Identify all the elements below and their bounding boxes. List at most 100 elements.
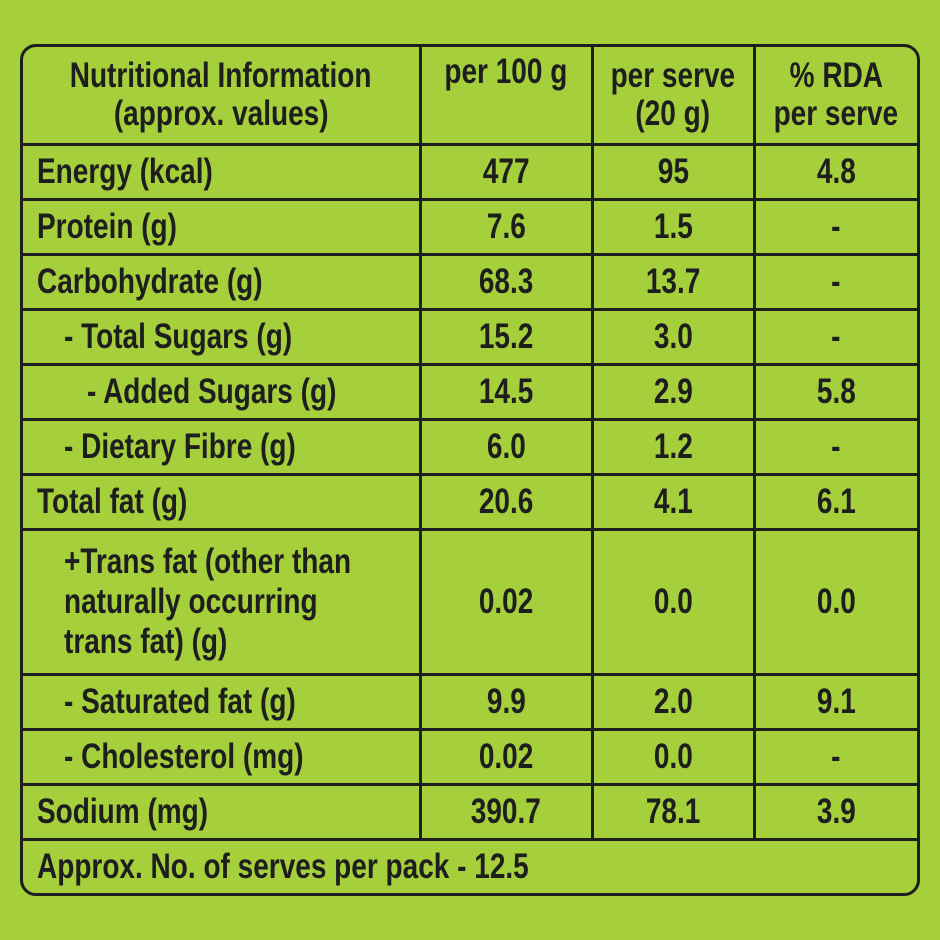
nutrient-label-line: Energy (kcal) — [37, 151, 213, 191]
header-perserve-line1: per serve — [610, 55, 736, 95]
footer-row: Approx. No. of serves per pack - 12.5 — [23, 839, 917, 893]
rda-value: - — [831, 736, 841, 776]
nutrient-label: - Saturated fat (g) — [23, 674, 422, 731]
per100-value: 0.02 — [478, 581, 534, 621]
per100-value: 9.9 — [486, 681, 526, 721]
rda-value-cell: 9.1 — [754, 674, 917, 731]
header-row: Nutritional Information (approx. values)… — [23, 47, 917, 146]
per100-value-cell: 6.0 — [420, 419, 594, 476]
perserve-value: 4.1 — [653, 481, 693, 521]
perserve-value: 0.0 — [653, 581, 693, 621]
per100-value-cell: 15.2 — [420, 309, 594, 366]
nutrient-label-line: +Trans fat (other than — [64, 541, 352, 581]
perserve-value-cell: 78.1 — [592, 784, 756, 841]
rda-value-cell: 6.1 — [754, 474, 917, 531]
table-row: Total fat (g) 20.6 4.1 6.1 — [23, 474, 917, 531]
nutrient-label-line: - Total Sugars (g) — [64, 316, 293, 356]
nutrient-label-line: trans fat) (g) — [64, 621, 228, 661]
rda-value-cell: 4.8 — [754, 144, 917, 201]
perserve-value-cell: 3.0 — [592, 309, 756, 366]
table-row: Sodium (mg) 390.7 78.1 3.9 — [23, 784, 917, 841]
nutrient-label-line: - Added Sugars (g) — [87, 371, 337, 411]
rda-value: 6.1 — [816, 481, 856, 521]
per100-value-cell: 477 — [420, 144, 594, 201]
perserve-value-cell: 13.7 — [592, 254, 756, 311]
table-row: Carbohydrate (g) 68.3 13.7 - — [23, 254, 917, 311]
nutrient-label: Total fat (g) — [23, 474, 422, 531]
perserve-value: 1.2 — [653, 426, 693, 466]
rda-value-cell: - — [754, 199, 917, 256]
rda-value-cell: 5.8 — [754, 364, 917, 421]
per100-value: 68.3 — [478, 261, 534, 301]
nutrient-label-line: Carbohydrate (g) — [37, 261, 263, 301]
table-row: - Dietary Fibre (g) 6.0 1.2 - — [23, 419, 917, 476]
header-nutrient: Nutritional Information (approx. values) — [23, 47, 422, 146]
rda-value: - — [831, 316, 841, 356]
nutrient-label-line: Total fat (g) — [37, 481, 188, 521]
rda-value: - — [831, 426, 841, 466]
per100-value: 477 — [482, 151, 530, 191]
table-row: Protein (g) 7.6 1.5 - — [23, 199, 917, 256]
perserve-value-cell: 95 — [592, 144, 756, 201]
per100-value: 20.6 — [478, 481, 534, 521]
header-rda: % RDA per serve — [754, 47, 917, 146]
table-row: - Cholesterol (mg) 0.02 0.0 - — [23, 729, 917, 786]
header-per100: per 100 g — [420, 47, 594, 146]
rda-value: - — [831, 206, 841, 246]
nutrient-label-line: naturally occurring — [64, 581, 318, 621]
nutrient-label-line: - Cholesterol (mg) — [64, 736, 304, 776]
per100-value-cell: 7.6 — [420, 199, 594, 256]
per100-value: 7.6 — [486, 206, 526, 246]
per100-value: 6.0 — [486, 426, 526, 466]
header-per100-label: per 100 g — [444, 52, 568, 91]
rda-value: 9.1 — [816, 681, 856, 721]
nutrient-label: - Dietary Fibre (g) — [23, 419, 422, 476]
perserve-value-cell: 1.2 — [592, 419, 756, 476]
rda-value-cell: 3.9 — [754, 784, 917, 841]
per100-value: 14.5 — [478, 371, 534, 411]
per100-value-cell: 390.7 — [420, 784, 594, 841]
nutrient-label-line: - Saturated fat (g) — [64, 681, 296, 721]
perserve-value: 13.7 — [645, 261, 701, 301]
rda-value: 0.0 — [816, 581, 856, 621]
table-row: - Total Sugars (g) 15.2 3.0 - — [23, 309, 917, 366]
per100-value-cell: 9.9 — [420, 674, 594, 731]
header-perserve: per serve (20 g) — [592, 47, 756, 146]
perserve-value-cell: 2.0 — [592, 674, 756, 731]
nutrient-label: Protein (g) — [23, 199, 422, 256]
rda-value-cell: - — [754, 254, 917, 311]
perserve-value: 2.0 — [653, 681, 693, 721]
table-row: Energy (kcal) 477 95 4.8 — [23, 144, 917, 201]
nutrient-label: - Added Sugars (g) — [23, 364, 422, 421]
nutrient-label: Carbohydrate (g) — [23, 254, 422, 311]
rda-value: 3.9 — [816, 791, 856, 831]
perserve-value: 78.1 — [645, 791, 701, 831]
perserve-value-cell: 4.1 — [592, 474, 756, 531]
table-row: +Trans fat (other than naturally occurrin… — [23, 529, 917, 676]
perserve-value-cell: 2.9 — [592, 364, 756, 421]
serves-per-pack-text: Approx. No. of serves per pack - 12.5 — [37, 846, 529, 886]
perserve-value-cell: 0.0 — [592, 529, 756, 676]
per100-value-cell: 20.6 — [420, 474, 594, 531]
header-rda-line1: % RDA — [789, 55, 883, 95]
nutrient-label-line: Sodium (mg) — [37, 791, 209, 831]
header-nutrient-line1: Nutritional Information — [69, 55, 372, 95]
rda-value-cell: 0.0 — [754, 529, 917, 676]
serves-per-pack: Approx. No. of serves per pack - 12.5 — [23, 839, 917, 893]
rda-value: 4.8 — [816, 151, 856, 191]
rda-value-cell: - — [754, 419, 917, 476]
nutrient-label-line: - Dietary Fibre (g) — [64, 426, 296, 466]
per100-value: 15.2 — [478, 316, 534, 356]
nutrient-label: +Trans fat (other than naturally occurrin… — [23, 529, 422, 676]
per100-value: 390.7 — [470, 791, 542, 831]
per100-value-cell: 14.5 — [420, 364, 594, 421]
perserve-value: 95 — [657, 151, 689, 191]
header-perserve-line2: (20 g) — [635, 93, 711, 133]
rda-value-cell: - — [754, 309, 917, 366]
nutrient-label: Energy (kcal) — [23, 144, 422, 201]
nutrition-table-frame: Nutritional Information (approx. values)… — [20, 44, 920, 896]
perserve-value-cell: 1.5 — [592, 199, 756, 256]
per100-value: 0.02 — [478, 736, 534, 776]
nutrient-label: - Total Sugars (g) — [23, 309, 422, 366]
rda-value: 5.8 — [816, 371, 856, 411]
